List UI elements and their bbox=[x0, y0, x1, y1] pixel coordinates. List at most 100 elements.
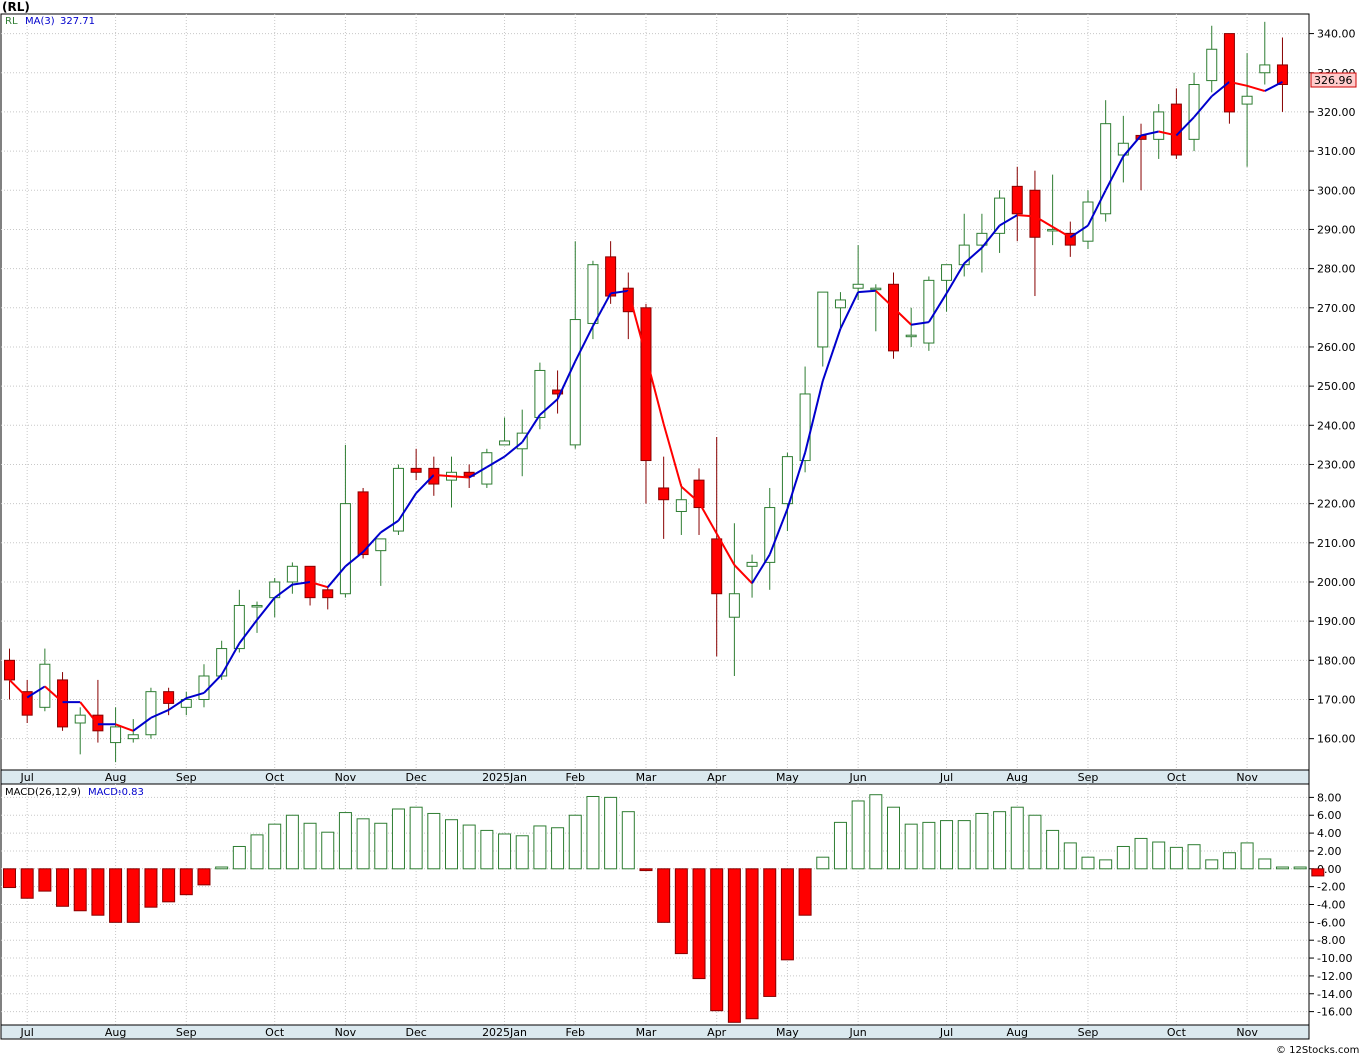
price-tick-label: 160.00 bbox=[1317, 733, 1356, 746]
ma-segment bbox=[44, 685, 64, 703]
candle bbox=[322, 585, 334, 610]
candle bbox=[552, 370, 564, 414]
candle bbox=[976, 213, 988, 273]
legend-ma-value: 327.71 bbox=[60, 16, 95, 27]
price-tick-label: 280.00 bbox=[1317, 263, 1356, 276]
ma-segment bbox=[945, 262, 966, 294]
candle-body bbox=[1276, 64, 1288, 86]
candle bbox=[852, 245, 864, 300]
price-x-tick-label: Jul bbox=[939, 771, 953, 784]
candle bbox=[764, 487, 776, 590]
ma-segment bbox=[839, 291, 860, 330]
candle-body bbox=[180, 698, 192, 708]
price-x-tick-label: Jun bbox=[849, 771, 867, 784]
macd-bar bbox=[73, 868, 87, 912]
price-tick-label: 260.00 bbox=[1317, 341, 1356, 354]
price-tick-label: 320.00 bbox=[1317, 106, 1356, 119]
candle bbox=[1206, 25, 1218, 93]
ma-segment bbox=[344, 551, 364, 568]
macd-bar bbox=[20, 868, 34, 899]
ma-segment bbox=[733, 564, 753, 584]
candle bbox=[888, 272, 899, 359]
candle bbox=[1223, 33, 1235, 124]
ma-segment bbox=[911, 321, 930, 326]
ma-segment bbox=[627, 290, 647, 357]
candle-body bbox=[799, 393, 811, 462]
macd-bar bbox=[993, 811, 1007, 870]
ma-segment bbox=[556, 360, 577, 400]
ma-segment bbox=[132, 716, 152, 732]
macd-bars bbox=[3, 794, 1325, 1023]
macd-legend-name: MACD(26,12,9) bbox=[5, 787, 81, 798]
candle-body bbox=[941, 264, 953, 281]
ma-segment bbox=[1211, 81, 1231, 98]
macd-bar bbox=[179, 868, 193, 896]
macd-bar bbox=[38, 868, 52, 892]
candle bbox=[1276, 37, 1288, 112]
macd-bar bbox=[1028, 814, 1042, 870]
macd-bar bbox=[1169, 846, 1183, 870]
macd-x-tick-label: Oct bbox=[265, 1026, 285, 1039]
macd-legend-value: -0.83 bbox=[118, 787, 144, 798]
macd-legend-label: MACD: bbox=[88, 787, 121, 798]
macd-tick-label: -2.00 bbox=[1317, 881, 1345, 894]
macd-bar bbox=[1187, 844, 1201, 870]
ma-segment bbox=[309, 581, 329, 589]
macd-tick-label: -12.00 bbox=[1317, 970, 1352, 983]
candle-body bbox=[923, 279, 935, 344]
macd-x-tick-label: Oct bbox=[1167, 1026, 1187, 1039]
candle-body bbox=[145, 691, 157, 736]
candle-body bbox=[817, 291, 829, 348]
ma-segment bbox=[1122, 134, 1142, 157]
macd-bar bbox=[56, 868, 70, 907]
ma-segment bbox=[1158, 130, 1177, 137]
candle-body bbox=[1011, 185, 1023, 215]
candle-body bbox=[640, 307, 652, 462]
macd-bar bbox=[851, 800, 865, 870]
macd-bar bbox=[621, 811, 635, 870]
ma-segment bbox=[875, 290, 895, 309]
candle-body bbox=[1206, 48, 1218, 82]
macd-bar bbox=[268, 823, 282, 870]
macd-bar bbox=[975, 812, 989, 870]
price-x-tick-label: Sep bbox=[1078, 771, 1099, 784]
ma-segment bbox=[521, 414, 541, 443]
ma-segment bbox=[698, 501, 718, 535]
macd-x-axis-band bbox=[0, 1024, 1310, 1040]
macd-bar bbox=[126, 868, 140, 923]
candle-body bbox=[675, 499, 687, 512]
last-price-tag bbox=[1310, 72, 1357, 88]
ma-segment bbox=[1246, 84, 1266, 92]
macd-bar bbox=[215, 866, 229, 870]
macd-bar bbox=[232, 845, 246, 870]
macd-bar bbox=[568, 814, 582, 870]
legend-ma: MA(3) bbox=[25, 16, 55, 27]
candle bbox=[110, 707, 122, 763]
macd-bar bbox=[1152, 841, 1166, 870]
macd-x-tick-label: Feb bbox=[566, 1026, 585, 1039]
price-x-tick-label: Aug bbox=[1007, 771, 1028, 784]
macd-bar bbox=[498, 833, 512, 870]
price-tick-label: 200.00 bbox=[1317, 576, 1356, 589]
candle bbox=[994, 190, 1006, 253]
macd-bar bbox=[515, 835, 529, 870]
candle-body bbox=[781, 456, 793, 505]
candle-body bbox=[852, 283, 864, 289]
macd-bar bbox=[674, 868, 688, 955]
macd-bar bbox=[869, 794, 883, 870]
macd-bar bbox=[1258, 858, 1272, 870]
candle bbox=[1259, 21, 1271, 85]
candle-body bbox=[622, 287, 634, 313]
macd-bar bbox=[922, 821, 936, 870]
macd-bar bbox=[940, 820, 954, 870]
macd-bar bbox=[887, 806, 900, 870]
ma-segment bbox=[539, 398, 559, 416]
price-x-tick-label: Apr bbox=[707, 771, 727, 784]
macd-bar bbox=[904, 823, 918, 870]
ma-segment bbox=[963, 246, 983, 265]
macd-bar bbox=[285, 814, 299, 870]
ma-segment bbox=[715, 533, 736, 566]
ma-segment bbox=[1229, 80, 1248, 87]
macd-bar bbox=[586, 795, 600, 870]
candle bbox=[499, 417, 511, 446]
